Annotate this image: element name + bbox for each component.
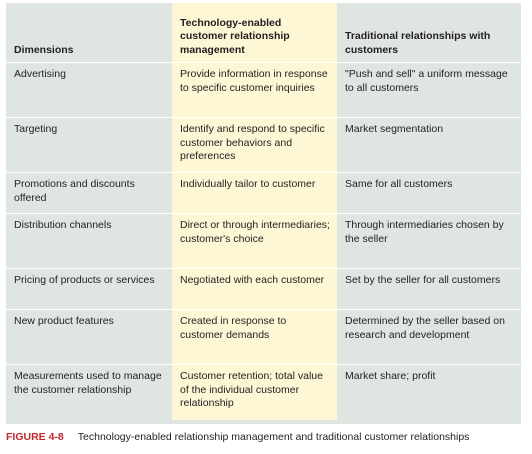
traditional-cell: "Push and sell" a uniform message to all… <box>337 62 521 118</box>
technology-cell: Customer retention; total value of the i… <box>172 364 337 420</box>
table-row: Distribution channels Direct or through … <box>6 213 521 269</box>
figure-caption: FIGURE 4-8 Technology-enabled relationshi… <box>6 431 528 444</box>
table-row: Targeting Identify and respond to specif… <box>6 117 521 173</box>
technology-cell: Negotiated with each customer <box>172 268 337 310</box>
technology-cell: Identify and respond to specific custome… <box>172 117 337 173</box>
dimension-cell: Measurements used to manage the customer… <box>6 364 172 420</box>
technology-cell: Direct or through intermediaries; custom… <box>172 213 337 269</box>
header-technology-enabled: Technology-enabled customer relationship… <box>172 3 337 63</box>
dimension-cell: Advertising <box>6 62 172 118</box>
technology-cell: Created in response to customer demands <box>172 309 337 365</box>
traditional-cell: Same for all customers <box>337 172 521 214</box>
traditional-cell: Determined by the seller based on resear… <box>337 309 521 365</box>
comparison-table-panel: Dimensions Technology-enabled customer r… <box>6 3 521 424</box>
traditional-cell: Market share; profit <box>337 364 521 420</box>
dimension-cell: Promotions and discounts offered <box>6 172 172 214</box>
figure-label: FIGURE 4-8 <box>6 431 64 443</box>
header-traditional: Traditional relationships with customers <box>345 30 491 56</box>
traditional-cell: Through intermediaries chosen by the sel… <box>337 213 521 269</box>
figure-caption-text: Technology-enabled relationship manageme… <box>77 431 470 443</box>
table-row: Measurements used to manage the customer… <box>6 364 521 420</box>
dimension-cell: New product features <box>6 309 172 365</box>
traditional-cell: Market segmentation <box>337 117 521 173</box>
dimension-cell: Targeting <box>6 117 172 173</box>
dimension-cell: Pricing of products or services <box>6 268 172 310</box>
technology-cell: Provide information in response to speci… <box>172 62 337 118</box>
table-row: Promotions and discounts offered Individ… <box>6 172 521 214</box>
table-row: Pricing of products or services Negotiat… <box>6 268 521 310</box>
table-header-row: Dimensions Technology-enabled customer r… <box>6 3 521 63</box>
table-row: Advertising Provide information in respo… <box>6 62 521 118</box>
comparison-table: Dimensions Technology-enabled customer r… <box>6 3 521 420</box>
dimension-cell: Distribution channels <box>6 213 172 269</box>
header-dimensions: Dimensions <box>14 43 74 56</box>
traditional-cell: Set by the seller for all customers <box>337 268 521 310</box>
technology-cell: Individually tailor to customer <box>172 172 337 214</box>
table-row: New product features Created in response… <box>6 309 521 365</box>
